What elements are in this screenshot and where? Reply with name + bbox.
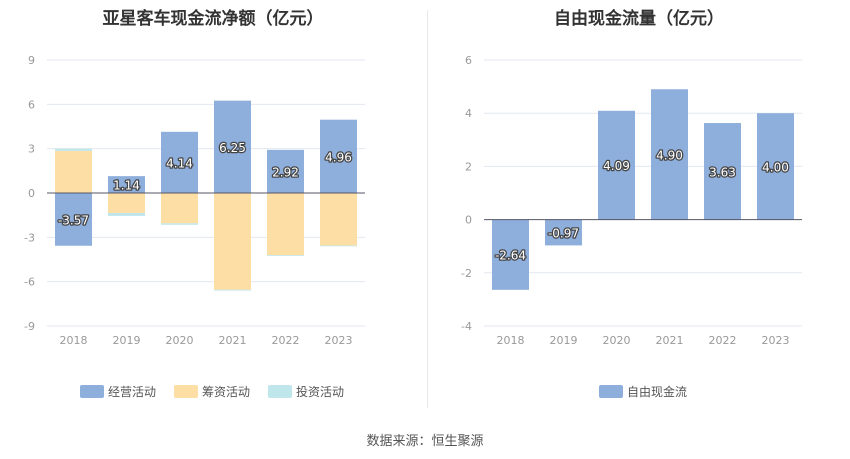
y-tick-label: -2	[461, 267, 472, 280]
data-label: 4.90	[656, 148, 683, 162]
left-chart-legend: 经营活动 筹资活动 投资活动	[80, 383, 344, 400]
legend-label-investing: 投资活动	[296, 385, 345, 399]
x-tick-label: 2022	[709, 334, 737, 347]
y-tick-label: 0	[28, 187, 35, 200]
bar-投资活动	[161, 223, 198, 225]
data-label: -3.57	[58, 213, 89, 227]
legend-swatch-operating	[80, 385, 104, 398]
bar-筹资活动	[108, 193, 145, 213]
bar-投资活动	[267, 255, 304, 256]
legend-swatch-financing	[174, 385, 199, 398]
bar-经营活动	[320, 119, 357, 193]
data-label: 1.14	[113, 179, 140, 193]
y-tick-label: 6	[465, 54, 472, 67]
y-tick-label: 4	[465, 107, 472, 120]
legend-item-financing[interactable]: 筹资活动	[174, 383, 250, 400]
y-tick-label: 0	[465, 214, 472, 227]
bar-经营活动	[161, 131, 198, 193]
x-tick-label: 2020	[166, 334, 194, 347]
data-label: 4.00	[762, 160, 789, 174]
y-tick-label: -3	[24, 231, 35, 244]
bar-筹资活动	[214, 193, 251, 290]
chart-divider	[427, 10, 428, 408]
x-tick-label: 2019	[113, 334, 141, 347]
bar-经营活动	[267, 149, 304, 193]
right-chart-legend: 自由现金流	[599, 383, 687, 400]
legend-item-free-cashflow[interactable]: 自由现金流	[599, 383, 687, 400]
y-tick-label: -9	[24, 320, 35, 333]
x-tick-label: 2023	[762, 334, 790, 347]
right-chart-title: 自由现金流量（亿元）	[554, 9, 724, 29]
x-tick-label: 2020	[603, 334, 631, 347]
data-source-footer: 数据来源：恒生聚源	[366, 434, 484, 449]
bar-自由现金流	[492, 219, 529, 290]
y-tick-label: -4	[461, 320, 472, 333]
y-tick-label: 9	[28, 54, 35, 67]
legend-swatch-free-cashflow	[599, 385, 623, 398]
bar-筹资活动	[55, 150, 92, 193]
bar-经营活动	[214, 100, 251, 193]
left-chart-title: 亚星客车现金流净额（亿元）	[102, 9, 324, 29]
x-tick-label: 2021	[219, 334, 247, 347]
bar-投资活动	[320, 245, 357, 247]
y-tick-label: -6	[24, 276, 35, 289]
data-label: 4.14	[166, 156, 193, 170]
bar-自由现金流	[545, 219, 582, 246]
bar-筹资活动	[161, 193, 198, 224]
y-tick-label: 2	[465, 160, 472, 173]
data-label: 3.63	[709, 165, 736, 179]
bar-投资活动	[55, 148, 92, 151]
x-tick-label: 2022	[272, 334, 300, 347]
data-label: 6.25	[219, 141, 246, 155]
y-tick-label: 3	[28, 143, 35, 156]
x-tick-label: 2018	[60, 334, 88, 347]
bar-自由现金流	[598, 110, 635, 220]
x-tick-label: 2018	[497, 334, 525, 347]
bar-投资活动	[214, 289, 251, 291]
bar-筹资活动	[320, 193, 357, 246]
legend-item-operating[interactable]: 经营活动	[80, 383, 156, 400]
x-tick-label: 2019	[550, 334, 578, 347]
bar-经营活动	[55, 193, 92, 246]
x-tick-label: 2021	[656, 334, 684, 347]
legend-swatch-investing	[268, 385, 293, 398]
bar-筹资活动	[267, 193, 304, 256]
legend-label-operating: 经营活动	[108, 385, 157, 399]
y-tick-label: 6	[28, 98, 35, 111]
data-label: 4.96	[325, 150, 352, 164]
legend-label-financing: 筹资活动	[202, 385, 251, 399]
data-label: -2.64	[495, 249, 526, 263]
data-label: -0.97	[548, 227, 579, 241]
data-label: 2.92	[272, 165, 299, 179]
bar-自由现金流	[704, 123, 741, 220]
bar-经营活动	[108, 176, 145, 193]
legend-label-free-cashflow: 自由现金流	[627, 385, 688, 399]
x-tick-label: 2023	[325, 334, 353, 347]
data-label: 4.09	[603, 159, 630, 173]
legend-item-investing[interactable]: 投资活动	[268, 383, 344, 400]
bar-投资活动	[108, 212, 145, 216]
bar-自由现金流	[651, 89, 688, 220]
bar-自由现金流	[757, 113, 794, 220]
